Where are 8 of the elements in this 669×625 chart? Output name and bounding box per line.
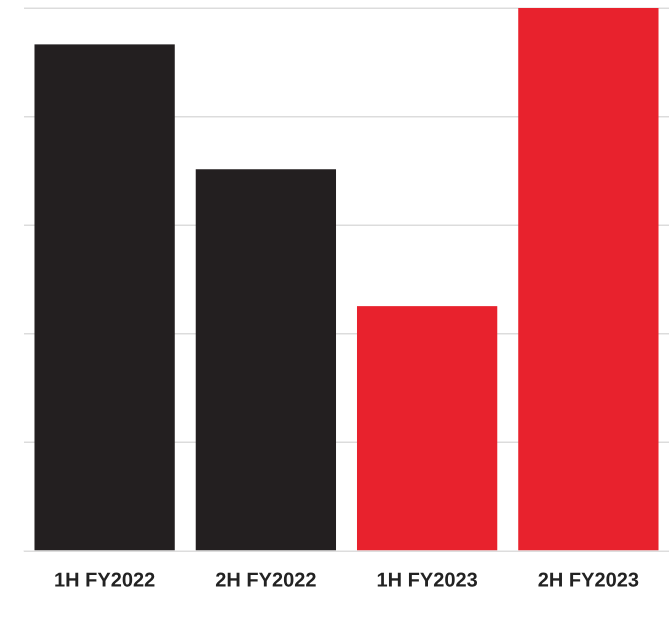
x-tick-label: 2H FY2023: [538, 570, 639, 592]
bar: [196, 169, 336, 550]
x-tick-label: 2H FY2022: [215, 570, 316, 592]
x-tick-label: 1H FY2023: [376, 570, 478, 592]
x-tick-label: 1H FY2022: [54, 570, 156, 592]
bar: [518, 8, 659, 550]
bar: [34, 44, 175, 550]
bar: [356, 306, 498, 550]
